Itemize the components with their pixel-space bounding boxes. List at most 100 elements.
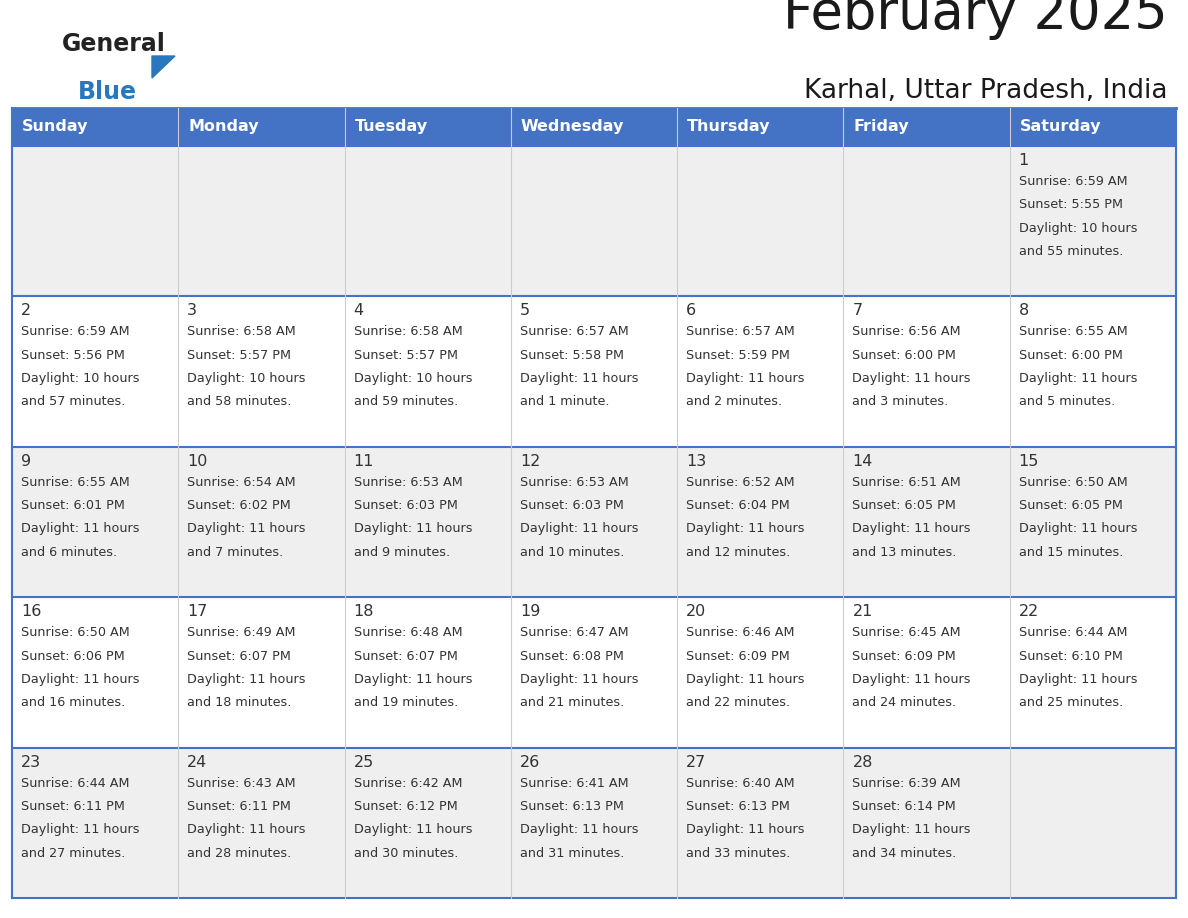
Text: and 31 minutes.: and 31 minutes. <box>520 846 624 859</box>
Text: Saturday: Saturday <box>1019 119 1101 135</box>
Text: Daylight: 10 hours: Daylight: 10 hours <box>188 372 305 385</box>
Text: Daylight: 11 hours: Daylight: 11 hours <box>21 673 139 686</box>
Text: and 3 minutes.: and 3 minutes. <box>853 396 949 409</box>
Text: and 34 minutes.: and 34 minutes. <box>853 846 956 859</box>
Text: and 9 minutes.: and 9 minutes. <box>354 545 450 559</box>
Text: Daylight: 11 hours: Daylight: 11 hours <box>188 673 305 686</box>
Text: 7: 7 <box>853 304 862 319</box>
Bar <box>12 747 1176 898</box>
Text: 19: 19 <box>520 604 541 620</box>
Text: 6: 6 <box>687 304 696 319</box>
Text: Daylight: 11 hours: Daylight: 11 hours <box>520 522 638 535</box>
Text: Sunset: 6:06 PM: Sunset: 6:06 PM <box>21 650 125 663</box>
Text: 2: 2 <box>21 304 31 319</box>
Text: 5: 5 <box>520 304 530 319</box>
Text: Daylight: 11 hours: Daylight: 11 hours <box>520 823 638 836</box>
Text: and 28 minutes.: and 28 minutes. <box>188 846 291 859</box>
Text: 18: 18 <box>354 604 374 620</box>
Text: Sunrise: 6:59 AM: Sunrise: 6:59 AM <box>1019 175 1127 188</box>
Text: 13: 13 <box>687 453 707 469</box>
Text: and 13 minutes.: and 13 minutes. <box>853 545 956 559</box>
Text: Sunset: 5:57 PM: Sunset: 5:57 PM <box>188 349 291 362</box>
Text: Daylight: 11 hours: Daylight: 11 hours <box>520 673 638 686</box>
Text: Sunset: 5:56 PM: Sunset: 5:56 PM <box>21 349 125 362</box>
Text: 26: 26 <box>520 755 541 769</box>
Bar <box>345 108 511 146</box>
Text: Sunset: 5:57 PM: Sunset: 5:57 PM <box>354 349 457 362</box>
Text: Daylight: 11 hours: Daylight: 11 hours <box>520 372 638 385</box>
Text: Sunday: Sunday <box>23 119 88 135</box>
Text: 10: 10 <box>188 453 208 469</box>
Text: Sunset: 6:10 PM: Sunset: 6:10 PM <box>1019 650 1123 663</box>
Text: and 5 minutes.: and 5 minutes. <box>1019 396 1116 409</box>
Text: 9: 9 <box>21 453 31 469</box>
Text: Sunrise: 6:49 AM: Sunrise: 6:49 AM <box>188 626 296 639</box>
Text: Daylight: 11 hours: Daylight: 11 hours <box>354 673 472 686</box>
Text: Daylight: 11 hours: Daylight: 11 hours <box>21 522 139 535</box>
Text: Sunrise: 6:45 AM: Sunrise: 6:45 AM <box>853 626 961 639</box>
Text: and 19 minutes.: and 19 minutes. <box>354 696 457 709</box>
Text: Sunset: 6:02 PM: Sunset: 6:02 PM <box>188 499 291 512</box>
Text: and 21 minutes.: and 21 minutes. <box>520 696 624 709</box>
Bar <box>843 108 1010 146</box>
Text: Sunrise: 6:47 AM: Sunrise: 6:47 AM <box>520 626 628 639</box>
Text: Sunrise: 6:43 AM: Sunrise: 6:43 AM <box>188 777 296 789</box>
Text: Sunrise: 6:58 AM: Sunrise: 6:58 AM <box>354 325 462 339</box>
Text: Sunset: 5:55 PM: Sunset: 5:55 PM <box>1019 198 1123 211</box>
Text: Sunset: 6:14 PM: Sunset: 6:14 PM <box>853 800 956 813</box>
Text: Sunrise: 6:56 AM: Sunrise: 6:56 AM <box>853 325 961 339</box>
Text: Sunset: 6:04 PM: Sunset: 6:04 PM <box>687 499 790 512</box>
Text: Friday: Friday <box>853 119 909 135</box>
Text: and 25 minutes.: and 25 minutes. <box>1019 696 1123 709</box>
Polygon shape <box>152 56 175 78</box>
Bar <box>12 108 178 146</box>
Text: Sunrise: 6:53 AM: Sunrise: 6:53 AM <box>520 476 628 488</box>
Bar <box>12 297 1176 447</box>
Text: Daylight: 11 hours: Daylight: 11 hours <box>354 522 472 535</box>
Text: Daylight: 11 hours: Daylight: 11 hours <box>853 823 971 836</box>
Text: Sunrise: 6:46 AM: Sunrise: 6:46 AM <box>687 626 795 639</box>
Text: Daylight: 11 hours: Daylight: 11 hours <box>687 673 804 686</box>
Text: Sunrise: 6:41 AM: Sunrise: 6:41 AM <box>520 777 628 789</box>
Text: Sunset: 6:05 PM: Sunset: 6:05 PM <box>1019 499 1123 512</box>
Text: Sunrise: 6:44 AM: Sunrise: 6:44 AM <box>21 777 129 789</box>
Text: Sunrise: 6:39 AM: Sunrise: 6:39 AM <box>853 777 961 789</box>
Text: Karhal, Uttar Pradesh, India: Karhal, Uttar Pradesh, India <box>804 78 1168 104</box>
Text: 21: 21 <box>853 604 873 620</box>
Text: Wednesday: Wednesday <box>520 119 624 135</box>
Text: Monday: Monday <box>188 119 259 135</box>
Text: Sunset: 6:13 PM: Sunset: 6:13 PM <box>687 800 790 813</box>
Text: 23: 23 <box>21 755 42 769</box>
Text: Sunrise: 6:40 AM: Sunrise: 6:40 AM <box>687 777 795 789</box>
Text: and 30 minutes.: and 30 minutes. <box>354 846 457 859</box>
Text: Daylight: 11 hours: Daylight: 11 hours <box>1019 673 1137 686</box>
Text: and 12 minutes.: and 12 minutes. <box>687 545 790 559</box>
Bar <box>12 598 1176 747</box>
Text: and 16 minutes.: and 16 minutes. <box>21 696 125 709</box>
Text: 27: 27 <box>687 755 707 769</box>
Text: 17: 17 <box>188 604 208 620</box>
Text: and 55 minutes.: and 55 minutes. <box>1019 245 1123 258</box>
Text: Sunrise: 6:57 AM: Sunrise: 6:57 AM <box>687 325 795 339</box>
Text: Sunset: 6:03 PM: Sunset: 6:03 PM <box>354 499 457 512</box>
Text: 25: 25 <box>354 755 374 769</box>
Text: 4: 4 <box>354 304 364 319</box>
Text: Tuesday: Tuesday <box>354 119 428 135</box>
Bar <box>178 108 345 146</box>
Bar <box>12 447 1176 598</box>
Text: Daylight: 11 hours: Daylight: 11 hours <box>853 673 971 686</box>
Text: 14: 14 <box>853 453 873 469</box>
Text: 15: 15 <box>1019 453 1040 469</box>
Text: and 58 minutes.: and 58 minutes. <box>188 396 292 409</box>
Text: Sunset: 6:00 PM: Sunset: 6:00 PM <box>853 349 956 362</box>
Bar <box>12 146 1176 297</box>
Text: Sunset: 6:07 PM: Sunset: 6:07 PM <box>188 650 291 663</box>
Text: 1: 1 <box>1019 153 1029 168</box>
Text: Daylight: 10 hours: Daylight: 10 hours <box>354 372 472 385</box>
Text: and 6 minutes.: and 6 minutes. <box>21 545 118 559</box>
Text: and 59 minutes.: and 59 minutes. <box>354 396 457 409</box>
Bar <box>677 108 843 146</box>
Text: Sunset: 6:00 PM: Sunset: 6:00 PM <box>1019 349 1123 362</box>
Text: Sunset: 6:13 PM: Sunset: 6:13 PM <box>520 800 624 813</box>
Text: Sunset: 6:01 PM: Sunset: 6:01 PM <box>21 499 125 512</box>
